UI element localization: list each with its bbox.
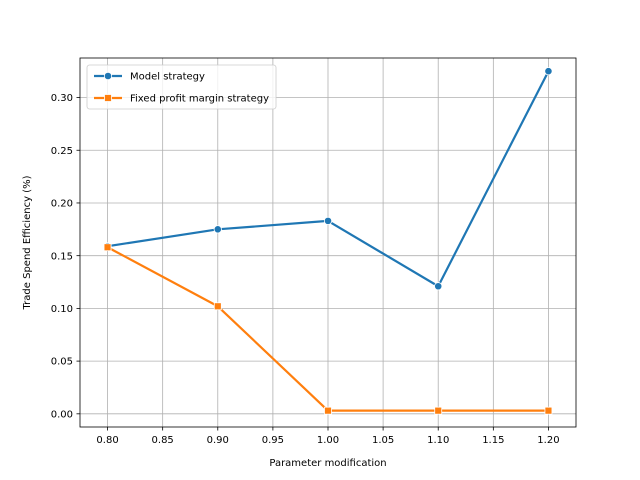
x-tick-label: 1.20 bbox=[537, 435, 559, 446]
data-point bbox=[103, 243, 112, 252]
series-2 bbox=[103, 243, 553, 415]
x-tick-label: 1.00 bbox=[317, 435, 339, 446]
x-tick-label: 0.90 bbox=[207, 435, 229, 446]
y-tick-label: 0.05 bbox=[51, 357, 73, 368]
data-point bbox=[324, 406, 332, 415]
legend-entry: Model strategy bbox=[94, 72, 205, 83]
legend-marker bbox=[104, 94, 112, 102]
x-tick-label: 0.95 bbox=[262, 435, 284, 446]
y-tick-label: 0.30 bbox=[51, 93, 73, 104]
data-point bbox=[434, 406, 443, 415]
legend-marker bbox=[103, 71, 113, 81]
y-tick-label: 0.15 bbox=[51, 251, 73, 262]
x-tick-label: 0.85 bbox=[152, 435, 174, 446]
x-axis-label: Parameter modification bbox=[269, 458, 386, 469]
x-tick-label: 1.10 bbox=[427, 435, 449, 446]
legend-label: Model strategy bbox=[130, 72, 205, 83]
data-point bbox=[544, 406, 553, 415]
x-tick-label: 1.05 bbox=[372, 435, 394, 446]
legend-box bbox=[86, 64, 277, 110]
y-tick-label: 0.20 bbox=[51, 199, 73, 210]
y-axis-label: Trade Spend Efficiency (%) bbox=[22, 175, 33, 310]
y-axis: 0.00 0.05 0.10 0.15 0.20 0.25 0.30 bbox=[51, 93, 80, 420]
x-tick-label: 0.80 bbox=[96, 435, 118, 446]
legend: Model strategy Fixed profit margin strate… bbox=[86, 64, 277, 110]
x-tick-label: 1.15 bbox=[482, 435, 504, 446]
legend-entry: Fixed profit margin strategy bbox=[94, 94, 269, 105]
data-point bbox=[544, 67, 553, 76]
legend-label: Fixed profit margin strategy bbox=[130, 94, 269, 105]
plot-area bbox=[79, 57, 577, 428]
data-point bbox=[323, 216, 333, 225]
y-tick-label: 0.00 bbox=[51, 409, 73, 420]
y-tick-label: 0.10 bbox=[51, 304, 73, 315]
y-tick-label: 0.25 bbox=[51, 146, 73, 157]
series-layer bbox=[103, 67, 553, 415]
x-axis: 0.80 0.85 0.90 0.95 1.00 1.05 1.10 1.15 1.20 bbox=[96, 427, 560, 446]
data-point bbox=[434, 282, 443, 291]
data-point bbox=[213, 225, 222, 234]
data-point bbox=[213, 302, 222, 311]
